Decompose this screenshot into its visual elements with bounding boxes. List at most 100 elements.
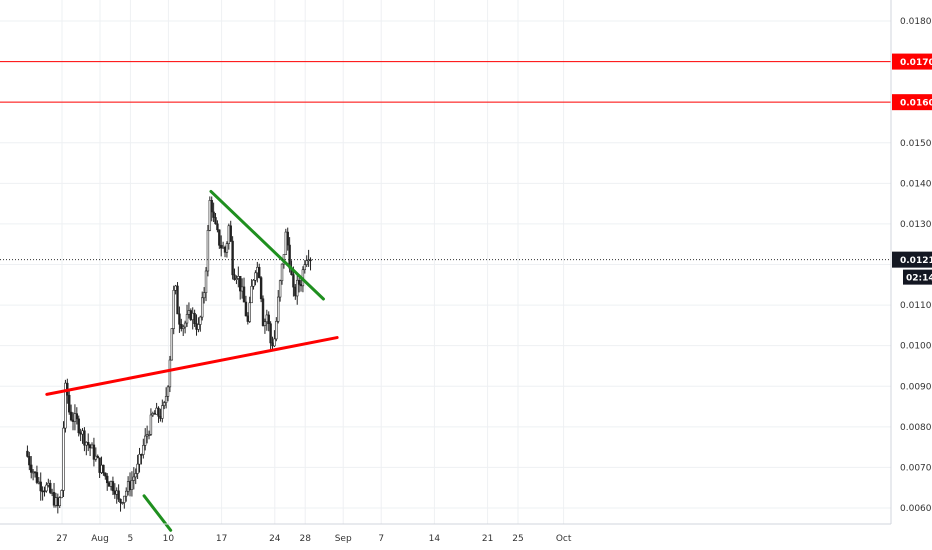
candle-body xyxy=(277,296,280,322)
candle-body xyxy=(125,490,128,497)
x-tick-label: 24 xyxy=(269,534,281,544)
trendlines[interactable] xyxy=(45,189,339,532)
trendline-support[interactable] xyxy=(45,336,339,396)
candle-body xyxy=(275,321,278,340)
candle-body xyxy=(68,394,71,413)
candle-body xyxy=(182,326,185,329)
candle-body xyxy=(197,324,200,330)
horizontal-levels[interactable] xyxy=(0,61,891,103)
candle-body xyxy=(309,259,312,262)
candle-body xyxy=(126,481,130,492)
candle-body xyxy=(229,225,232,242)
candle-body xyxy=(39,481,42,492)
candle-body xyxy=(201,297,204,318)
candle-body xyxy=(263,321,267,326)
candle-body xyxy=(218,229,221,246)
candle-body xyxy=(193,312,196,324)
candle-body xyxy=(47,482,50,486)
candle-body xyxy=(73,413,77,422)
candle-body xyxy=(50,492,54,494)
candle-body xyxy=(189,310,193,320)
candle-body xyxy=(212,211,215,218)
trendline-lower-channel[interactable] xyxy=(142,494,173,532)
candle-body xyxy=(206,230,210,272)
x-tick-label: 17 xyxy=(216,534,227,544)
candle-body xyxy=(305,260,308,265)
candle-body xyxy=(58,497,61,507)
current-price-badge-text: 0.01212 xyxy=(900,256,932,266)
candle-body xyxy=(183,322,187,328)
candle-body xyxy=(164,396,168,403)
candle-body xyxy=(239,275,242,292)
candle-body xyxy=(83,430,86,446)
candle-body xyxy=(227,225,231,244)
candle-body xyxy=(195,323,198,330)
candle-body xyxy=(225,243,229,253)
candle-body xyxy=(259,277,263,300)
y-tick-label: 0.01800 xyxy=(900,17,932,27)
x-tick-label: Sep xyxy=(335,534,352,544)
candle-body xyxy=(170,328,174,361)
candle-body xyxy=(221,246,225,249)
candle-body xyxy=(187,310,191,315)
candle-body xyxy=(28,456,31,466)
candle-body xyxy=(199,316,202,325)
candle-body xyxy=(134,473,137,478)
candle-body xyxy=(26,450,29,457)
time-scale[interactable]: 27 Aug 5 10 17 24 28 Sep 7 14 21 25 Oct xyxy=(56,534,572,544)
candle-body xyxy=(256,266,259,274)
candle-body xyxy=(172,289,175,329)
candle-body xyxy=(52,492,56,506)
candle-body xyxy=(119,498,122,503)
candle-body xyxy=(123,495,126,503)
candle-body xyxy=(136,463,139,474)
candle-body xyxy=(267,314,270,325)
candle-body xyxy=(254,272,257,281)
candle-body xyxy=(104,472,107,477)
candle-body xyxy=(235,278,238,280)
candle-body xyxy=(142,445,145,455)
candle-body xyxy=(261,298,265,326)
candle-body xyxy=(284,231,288,255)
candle-body xyxy=(41,490,44,493)
candle-body xyxy=(180,323,183,329)
candle-body xyxy=(140,454,143,456)
candle-body xyxy=(176,285,179,315)
candle-body xyxy=(145,434,149,437)
candle-body xyxy=(87,441,90,446)
candle-body xyxy=(109,481,113,487)
candle-body xyxy=(151,413,155,416)
candle-body xyxy=(297,279,301,285)
countdown-badge xyxy=(903,269,932,285)
candle-body xyxy=(33,471,37,474)
candle-body xyxy=(43,490,46,493)
candle-body xyxy=(258,266,261,278)
candle-body xyxy=(132,476,136,481)
candle-body xyxy=(178,313,181,325)
candle-body xyxy=(303,264,307,271)
trendline-upper-resistance[interactable] xyxy=(209,189,325,301)
candle-body xyxy=(113,490,117,495)
candle-body xyxy=(265,314,269,323)
candle-body xyxy=(246,315,250,322)
candle-body xyxy=(204,270,208,294)
x-tick-label: Aug xyxy=(91,534,109,544)
candle-body xyxy=(191,312,194,320)
candle-body xyxy=(90,444,94,449)
candle-body xyxy=(157,407,160,417)
x-tick-label: 28 xyxy=(299,534,311,544)
candle-body xyxy=(37,481,41,484)
candle-body xyxy=(35,472,39,483)
candle-body xyxy=(216,223,219,231)
candle-body xyxy=(138,454,141,465)
candle-body xyxy=(210,200,213,213)
candle-body xyxy=(62,427,65,491)
